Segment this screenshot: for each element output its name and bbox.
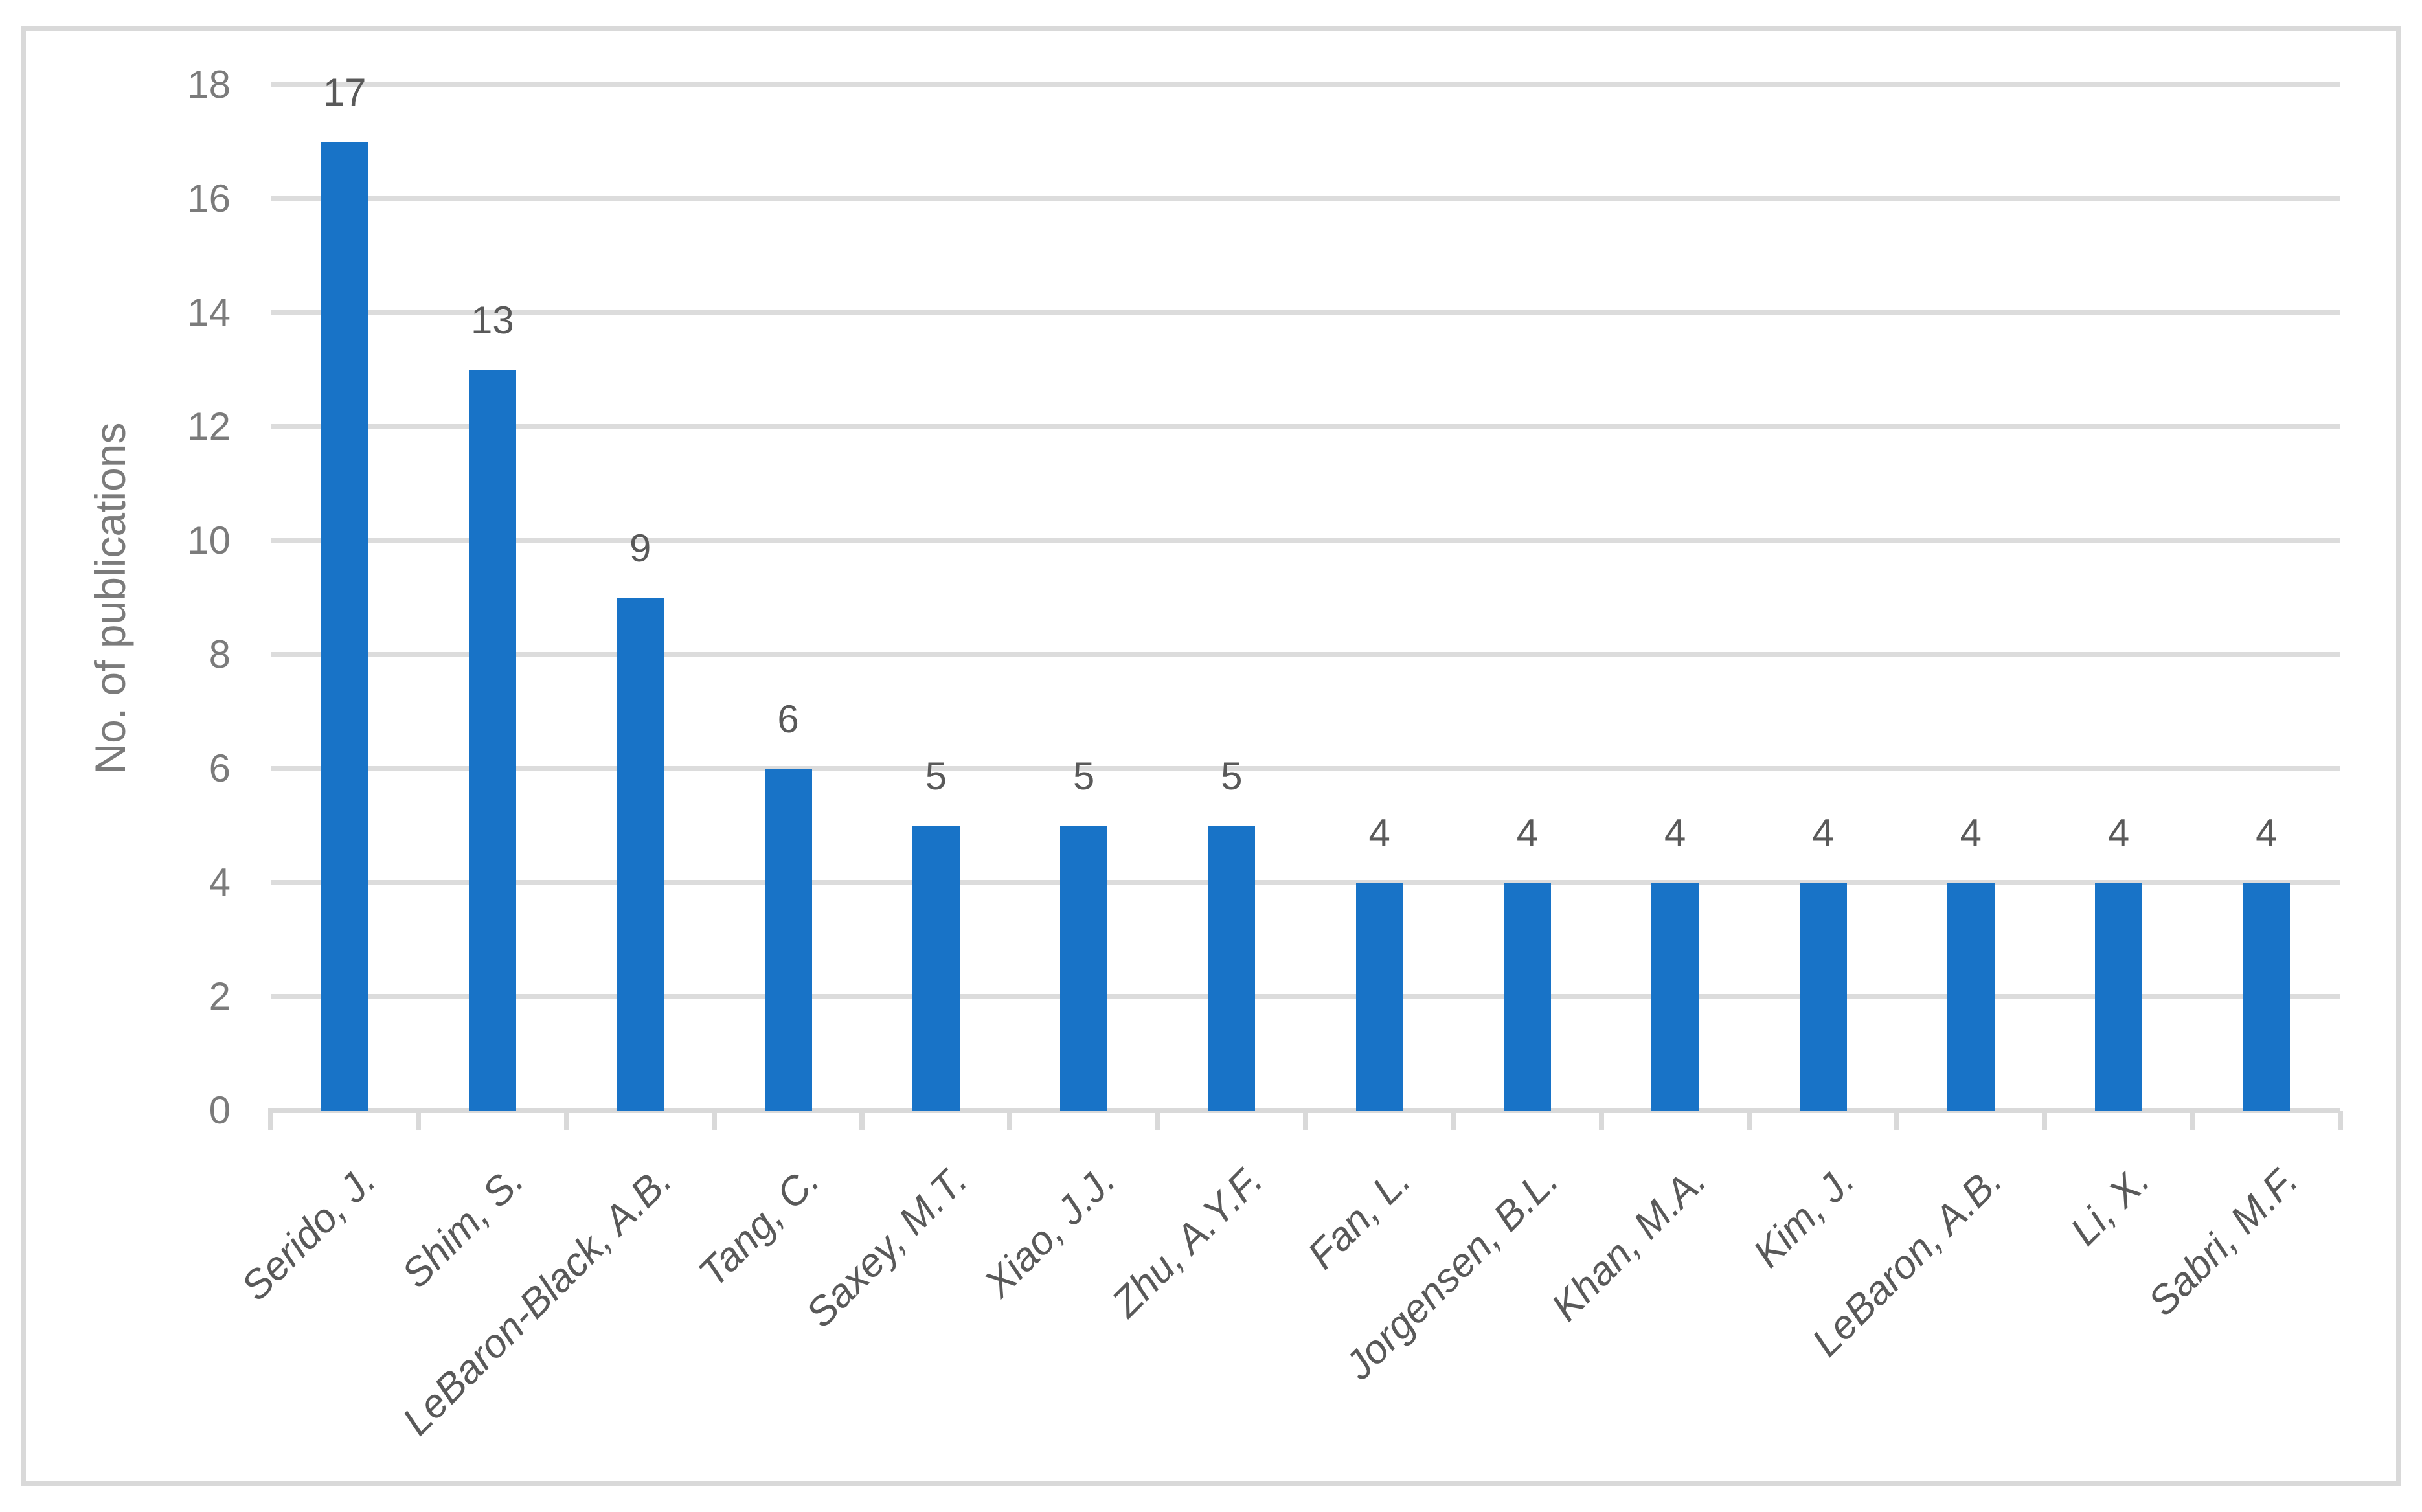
gridline xyxy=(271,82,2340,87)
bar xyxy=(912,826,960,1111)
bar xyxy=(1060,826,1108,1111)
bar-value-label: 4 xyxy=(2256,811,2278,855)
gridline xyxy=(271,310,2340,315)
bar xyxy=(764,769,812,1111)
bar xyxy=(1208,826,1256,1111)
bar xyxy=(2243,883,2291,1111)
x-axis-tick-mark xyxy=(1598,1111,1604,1130)
y-tick-label: 6 xyxy=(209,747,231,790)
x-axis-tick-mark xyxy=(1894,1111,1900,1130)
y-tick-label: 16 xyxy=(187,177,231,220)
bar xyxy=(1799,883,1847,1111)
x-axis-tick-mark xyxy=(268,1111,273,1130)
x-axis-tick-mark xyxy=(1007,1111,1013,1130)
bar xyxy=(1651,883,1699,1111)
bar xyxy=(1503,883,1551,1111)
x-axis-tick-mark xyxy=(1303,1111,1308,1130)
y-tick-label: 0 xyxy=(209,1089,231,1132)
gridline xyxy=(271,424,2340,429)
x-axis-tick-mark xyxy=(2042,1111,2048,1130)
chart-outer-border xyxy=(21,26,2401,1486)
bar xyxy=(1355,883,1403,1111)
bar xyxy=(321,142,368,1111)
gridline xyxy=(271,652,2340,657)
y-tick-label: 12 xyxy=(187,405,231,448)
bar xyxy=(617,598,664,1111)
x-axis-tick-mark xyxy=(859,1111,865,1130)
y-tick-label: 18 xyxy=(187,63,231,106)
y-tick-label: 8 xyxy=(209,633,231,676)
bar-value-label: 4 xyxy=(2107,811,2130,855)
bar-value-label: 4 xyxy=(1812,811,1834,855)
x-axis-tick-mark xyxy=(2338,1111,2343,1130)
y-tick-label: 14 xyxy=(187,291,231,334)
bar-value-label: 13 xyxy=(471,299,514,342)
bar-value-label: 5 xyxy=(1072,754,1095,798)
x-axis-tick-mark xyxy=(1746,1111,1752,1130)
bar-value-label: 4 xyxy=(1664,811,1686,855)
x-axis-tick-mark xyxy=(563,1111,569,1130)
gridline xyxy=(271,196,2340,201)
bar-value-label: 4 xyxy=(1960,811,1982,855)
gridline xyxy=(271,880,2340,885)
y-tick-label: 10 xyxy=(187,519,231,562)
x-axis-tick-mark xyxy=(2190,1111,2195,1130)
bar xyxy=(1947,883,1995,1111)
x-axis-tick-mark xyxy=(1155,1111,1160,1130)
gridline xyxy=(271,766,2340,771)
y-tick-label: 4 xyxy=(209,861,231,904)
bar-value-label: 4 xyxy=(1368,811,1390,855)
x-axis-tick-mark xyxy=(711,1111,717,1130)
plot-area: 17 13 9 6 5 5 5 4 4 4 4 4 4 4 xyxy=(268,73,2343,1130)
bar-value-label: 5 xyxy=(1221,754,1243,798)
bar-value-label: 5 xyxy=(925,754,947,798)
bar-value-label: 4 xyxy=(1516,811,1539,855)
bar-value-label: 9 xyxy=(629,526,651,570)
gridline xyxy=(271,538,2340,543)
bar xyxy=(2095,883,2143,1111)
x-axis-tick-mark xyxy=(1451,1111,1456,1130)
y-axis-title: No. of publications xyxy=(86,422,134,774)
bar xyxy=(468,370,516,1111)
gridline xyxy=(271,994,2340,999)
y-tick-label: 2 xyxy=(209,975,231,1018)
x-axis-tick-mark xyxy=(416,1111,422,1130)
bar-value-label: 6 xyxy=(777,697,799,741)
bar-value-label: 17 xyxy=(323,71,367,114)
